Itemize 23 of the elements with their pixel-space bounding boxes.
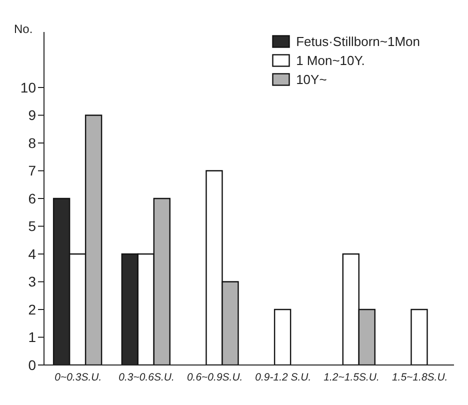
y-tick-label: 1 (28, 329, 36, 346)
bar (410, 308, 428, 365)
legend-label: 10Y~ (296, 71, 327, 89)
y-tick-label: 5 (28, 218, 36, 234)
y-tick-label: 7 (28, 162, 36, 179)
x-tick-label: 1.5~1.8S.U. (392, 371, 448, 384)
y-tick-label: 8 (28, 134, 36, 151)
x-tick-label: 0.6~0.9S.U. (186, 371, 243, 384)
y-tick-label: 3 (28, 274, 36, 290)
y-tick-label: 6 (28, 190, 36, 206)
x-tick-label: 0.3~0.6S.U. (118, 371, 174, 384)
x-tick-label: 0.9-1.2 S.U. (255, 371, 312, 384)
y-tick-label: 2 (28, 301, 36, 318)
y-tick-label: 4 (28, 246, 36, 262)
x-tick-label: 0~0.3S.U. (54, 371, 102, 384)
bar (274, 308, 292, 365)
y-tick-label: 0 (28, 356, 36, 373)
x-tick-label: 1.2~1.5S.U. (324, 371, 380, 384)
y-axis-title: No. (14, 22, 33, 36)
legend-label: Fetus·Stillborn~1Mon (296, 33, 420, 51)
y-tick-label: 10 (20, 79, 36, 96)
y-tick-label: 9 (28, 107, 36, 124)
legend-label: 1 Mon~10Y. (296, 52, 365, 70)
